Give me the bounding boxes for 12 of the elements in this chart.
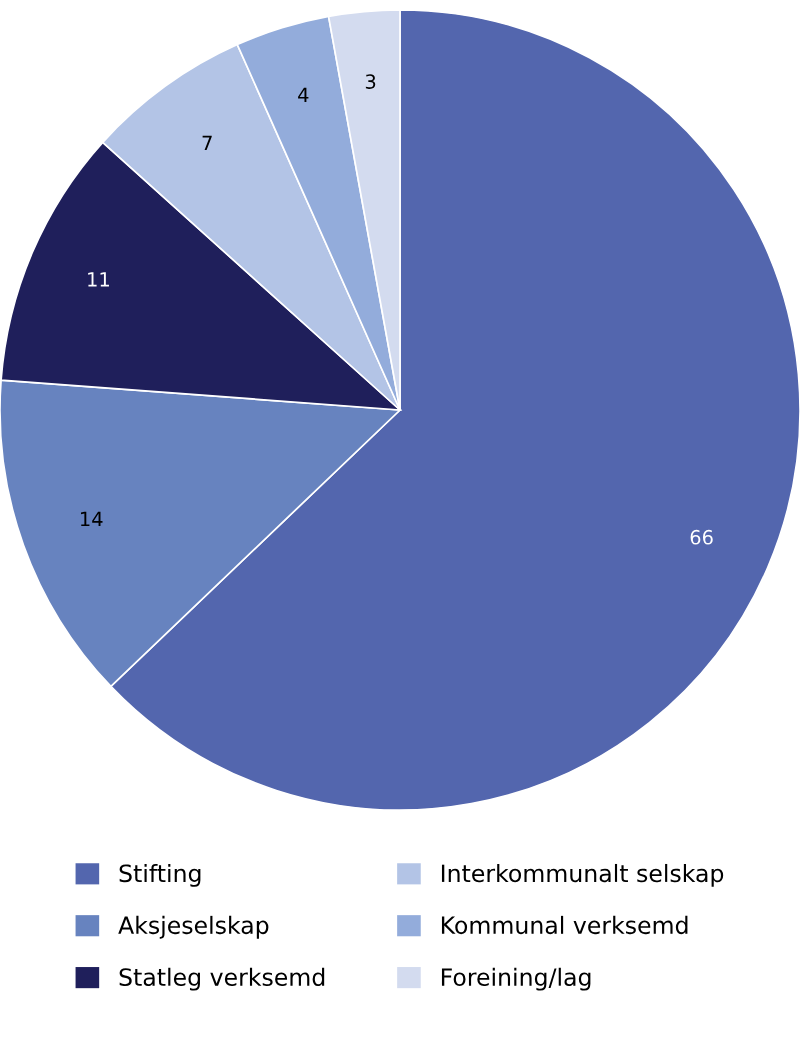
data-label: 7 xyxy=(202,135,212,151)
legend-label: Foreining/lag xyxy=(441,967,591,991)
data-label: 4 xyxy=(298,87,309,102)
legend-label: Interkommunalt selskap xyxy=(441,863,724,887)
legend-label: Stifting xyxy=(119,863,201,887)
data-label: 3 xyxy=(365,74,376,89)
data-label: 14 xyxy=(80,511,103,527)
legend-label: Statleg verksemd xyxy=(119,967,325,991)
legend-label: Aksjeselskap xyxy=(118,915,269,939)
data-label: 11 xyxy=(88,272,109,287)
data-label: 66 xyxy=(690,529,713,545)
legend-label: Kommunal verksemd xyxy=(441,915,688,935)
